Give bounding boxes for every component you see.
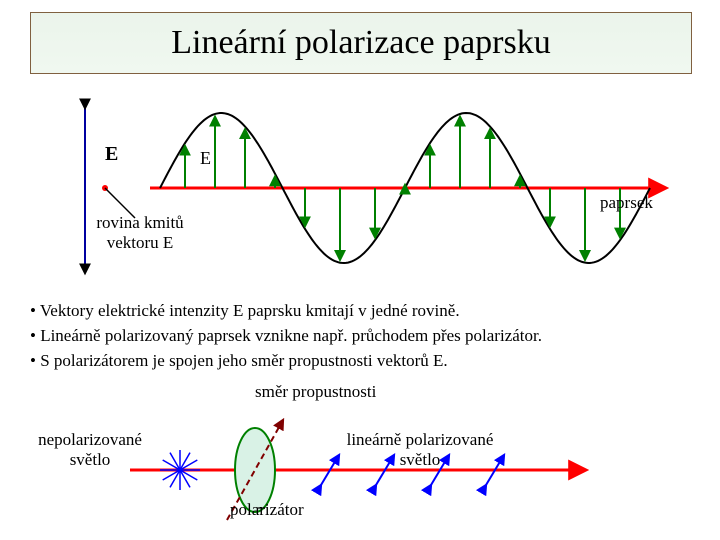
paprsek-label: paprsek — [600, 193, 653, 213]
wave-svg — [30, 88, 690, 288]
bullet-list: • Vektory elektrické intenzity E paprsku… — [30, 300, 690, 375]
bullet-item: • Lineárně polarizovaný paprsek vznikne … — [30, 325, 690, 348]
polarizator-label: polarizátor — [230, 500, 304, 520]
bullet-item: • S polarizátorem je spojen jeho směr pr… — [30, 350, 690, 373]
rovina-label: rovina kmitů vektoru E — [80, 213, 200, 253]
smer-label: směr propustnosti — [255, 382, 376, 402]
e-label-inner: E — [200, 148, 211, 169]
wave-diagram: E E paprsek rovina kmitů vektoru E — [30, 88, 690, 278]
bullet-item: • Vektory elektrické intenzity E paprsku… — [30, 300, 690, 323]
rovina-line1: rovina kmitů — [96, 213, 183, 232]
linpol-label: lineárně polarizované světlo — [320, 430, 520, 470]
nepol-label: nepolarizované světlo — [20, 430, 160, 470]
page-title: Lineární polarizace paprsku — [171, 24, 550, 62]
title-box: Lineární polarizace paprsku — [30, 12, 692, 74]
rovina-line2: vektoru E — [107, 233, 174, 252]
polarizer-diagram: směr propustnosti nepolarizované světlo … — [30, 390, 690, 530]
e-label-left: E — [105, 143, 118, 166]
